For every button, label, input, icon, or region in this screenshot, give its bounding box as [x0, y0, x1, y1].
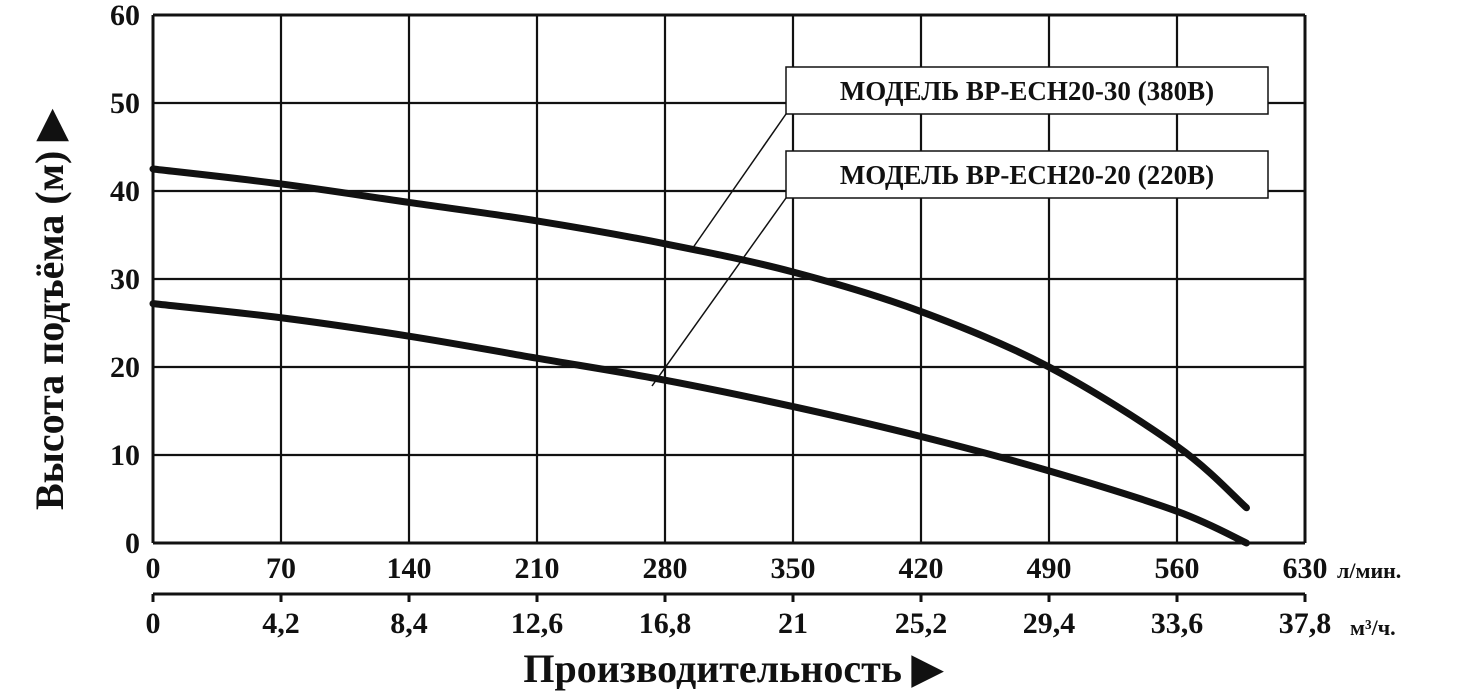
y-tick-label: 30: [110, 263, 140, 296]
legend-box: [785, 66, 1269, 115]
x-tick-label-primary: 630: [1283, 552, 1328, 585]
x-tick-label-primary: 0: [146, 552, 161, 585]
legend-label: МОДЕЛЬ BP-ECH20-20 (220В): [840, 160, 1214, 190]
x-tick-label-primary: 420: [899, 552, 944, 585]
x-axis-title: Производительность ▶: [523, 646, 945, 691]
x-tick-label-secondary: 16,8: [639, 607, 692, 640]
x-tick-label-primary: 70: [266, 552, 296, 585]
y-tick-label: 50: [110, 87, 140, 120]
y-axis-ticks: 0 10 20 30 40 50 60: [110, 0, 140, 560]
x-tick-label-secondary: 25,2: [895, 607, 948, 640]
x-tick-label-secondary: 33,6: [1151, 607, 1204, 640]
y-tick-label: 40: [110, 175, 140, 208]
x-tick-label-secondary: 29,4: [1023, 607, 1076, 640]
legend-leader-line: [651, 197, 787, 387]
curve-bp-ech20-20: [149, 300, 1250, 547]
x-tick-label-primary: 210: [515, 552, 560, 585]
curves: [149, 165, 1250, 547]
x-axis-secondary: 0 4,2 8,4 12,6 16,8 21 25,2 29,4 33,6 37,8 м³/ч.: [146, 592, 1396, 640]
x-tick-label-secondary: 8,4: [390, 607, 428, 640]
x-tick-label-secondary: 0: [146, 607, 161, 640]
x-tick-label-secondary: 21: [778, 607, 808, 640]
legend-box: [785, 150, 1269, 199]
x-axis-primary: 0 70 140 210 280 350 420 490 560 630 л/мин.: [146, 552, 1402, 585]
y-tick-label: 10: [110, 439, 140, 472]
x-tick-label-primary: 490: [1027, 552, 1072, 585]
x-tick-label-primary: 140: [387, 552, 432, 585]
x-tick-label-primary: 350: [771, 552, 816, 585]
y-tick-label: 60: [110, 0, 140, 32]
x-tick-label-primary: 560: [1155, 552, 1200, 585]
y-tick-label: 20: [110, 351, 140, 384]
x-unit-secondary: м³/ч.: [1350, 615, 1396, 640]
legend: МОДЕЛЬ BP-ECH20-30 (380В) МОДЕЛЬ BP-ECH20…: [785, 66, 1269, 199]
y-axis-title: Высота подъёма (м) ▶: [27, 108, 72, 510]
legend-leader-lines: [651, 113, 787, 387]
legend-label: МОДЕЛЬ BP-ECH20-30 (380В): [840, 76, 1214, 106]
x-tick-label-secondary: 12,6: [511, 607, 564, 640]
y-tick-label: 0: [125, 527, 140, 560]
legend-leader-line: [689, 113, 787, 253]
x-tick-label-secondary: 37,8: [1279, 607, 1332, 640]
x-tick-label-secondary: 4,2: [262, 607, 300, 640]
x-tick-label-primary: 280: [643, 552, 688, 585]
curve-bp-ech20-30: [149, 165, 1250, 512]
x-unit-primary: л/мин.: [1337, 558, 1401, 583]
